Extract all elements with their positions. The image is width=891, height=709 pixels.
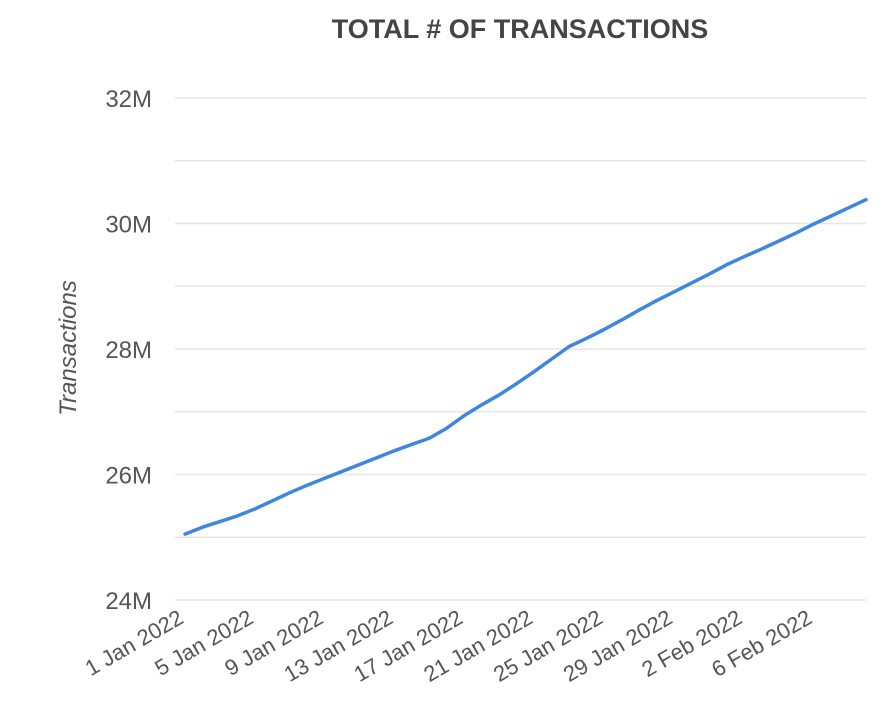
y-axis-label: Transactions: [55, 280, 82, 416]
y-tick-label: 28M: [105, 337, 152, 364]
y-tick-label: 32M: [105, 86, 152, 113]
y-axis-ticks: 24M 26M 28M 30M 32M: [105, 86, 152, 615]
y-tick-label: 24M: [105, 588, 152, 615]
gridlines: [175, 97, 866, 601]
y-tick-label: 26M: [105, 463, 152, 490]
y-tick-label: 30M: [105, 212, 152, 239]
series-line: [183, 197, 868, 536]
chart-title: TOTAL # OF TRANSACTIONS: [332, 14, 709, 44]
